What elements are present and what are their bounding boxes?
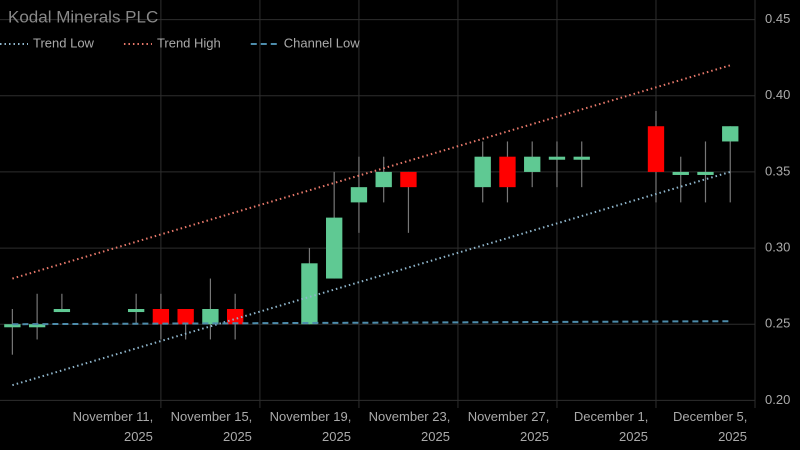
legend: Trend Low Trend High Channel Low	[0, 35, 360, 50]
y-tick-label: 0.45	[765, 11, 790, 26]
y-tick-label: 0.25	[765, 316, 790, 331]
x-tick-label: December 5, 2025	[673, 409, 751, 444]
candle-body	[548, 156, 566, 160]
candle-body	[326, 217, 343, 279]
trend-line	[12, 170, 731, 387]
y-tick-label: 0.30	[765, 240, 790, 255]
candle-body	[127, 309, 145, 313]
candle-body	[672, 171, 689, 175]
candle-body	[152, 309, 170, 325]
candle-body	[400, 171, 417, 188]
legend-label: Trend High	[157, 35, 221, 50]
y-tick-label: 0.35	[765, 163, 790, 178]
candle-body	[350, 187, 368, 203]
chart-title: Kodal Minerals PLC	[8, 7, 158, 26]
candle-body	[202, 309, 219, 325]
candle-body	[573, 156, 590, 160]
x-tick-label: November 27, 2025	[468, 409, 553, 444]
candle-body	[697, 171, 714, 175]
grid	[0, 0, 756, 408]
candle-body	[474, 156, 491, 188]
candle-body	[28, 324, 46, 328]
legend-label: Channel Low	[284, 35, 360, 50]
x-tick-label: November 15, 2025	[171, 409, 256, 444]
x-tick-label: December 1, 2025	[574, 409, 652, 444]
trend-line	[12, 64, 731, 280]
y-tick-label: 0.20	[765, 392, 790, 407]
candle-body	[524, 156, 541, 172]
candle-body	[177, 309, 194, 325]
y-tick-label: 0.40	[765, 87, 790, 102]
candle-body	[722, 126, 739, 142]
candle-body	[226, 309, 244, 325]
legend-label: Trend Low	[33, 35, 95, 50]
candle-body	[4, 324, 21, 328]
x-tick-label: November 11, 2025	[73, 409, 157, 444]
candle-body	[53, 309, 71, 313]
x-tick-label: November 19, 2025	[270, 409, 355, 444]
candle-body	[647, 126, 665, 172]
x-tick-label: November 23, 2025	[369, 409, 454, 444]
plot	[4, 64, 739, 387]
candle-body	[301, 263, 318, 325]
candle-body	[375, 171, 392, 188]
candle-body	[499, 156, 516, 188]
